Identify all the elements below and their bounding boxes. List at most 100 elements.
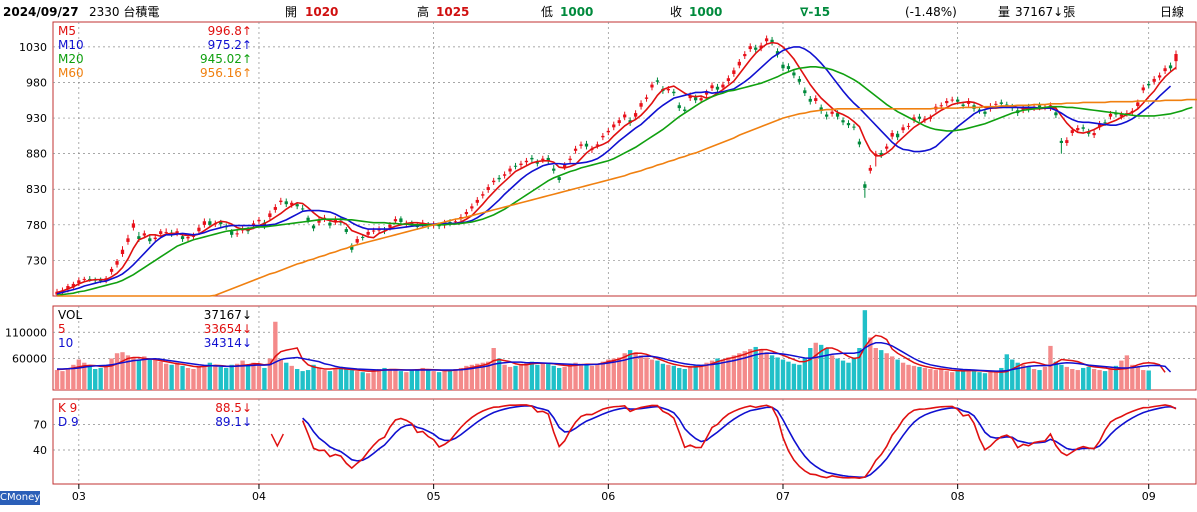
volume-bar [234,363,240,390]
volume-bar [939,369,944,390]
candle-body [633,113,638,117]
volume-bar [507,366,513,390]
candle-body [284,201,288,205]
candle-body [546,157,550,161]
candle-body [311,225,316,229]
volume-bar [840,360,846,390]
volume-bar [202,364,207,390]
candle-body [797,78,801,82]
volume-bar [120,352,125,390]
volume-bar [1091,369,1097,390]
volume-bar [879,350,884,390]
volume-bar [1081,367,1086,390]
candle-body [273,207,277,210]
volume-bar [420,367,425,390]
header-open-label: 開 [285,5,297,19]
candle-body [290,202,294,205]
candle-body [481,194,485,196]
volume-bar [808,348,813,390]
volume-bar [682,369,687,390]
x-tick-label: 08 [951,490,965,503]
volume-bar [906,364,911,390]
candle-body [732,70,736,74]
x-tick-label: 04 [252,490,266,503]
price-frame [52,21,1197,297]
x-tick-label: 05 [427,490,441,503]
candle-body [830,111,834,114]
candle-body [1081,127,1085,129]
candle-body [639,103,643,107]
candle-body [115,261,119,265]
candle-body [563,165,567,168]
candle-body [1005,104,1009,106]
candle-body [1152,78,1156,82]
candle-body [803,90,807,94]
candle-body [683,109,687,111]
candle-body [262,222,267,227]
candle-body [186,236,190,239]
volume-bar [693,364,698,390]
volume-bar [988,372,993,390]
candle-body [644,97,649,99]
candle-body [912,117,916,121]
price-tick-label: 880 [26,148,47,161]
x-tick-label: 06 [601,490,615,503]
volume-bar [720,359,726,390]
volume-bar [284,362,289,390]
volume-bar [453,369,458,390]
volume-bar [780,359,786,390]
price-legend-value: 996.8↑ [208,24,252,38]
volume-bar [600,361,606,390]
volume-bar [829,355,835,390]
candle-body [453,221,458,223]
candle-body [306,217,310,221]
ma5-line [56,41,1177,294]
volume-bar [638,355,644,390]
candle-body [180,236,185,240]
volume-bar [1119,360,1124,390]
volume-legend-name: 10 [58,336,73,350]
volume-bar [655,360,660,390]
candle-body [120,249,125,255]
candle-body [726,78,731,82]
candle-body [770,39,774,43]
volume-bar [496,358,502,390]
volume-bar [125,355,131,390]
volume-legend-name: VOL [58,308,82,322]
candle-body [464,212,469,215]
volume-bar [294,369,300,390]
volume-bar [529,361,535,390]
volume-bar [1031,369,1037,390]
candle-body [879,152,883,156]
candle-body [137,236,141,240]
candle-body [906,125,911,127]
candle-body [841,120,845,123]
volume-bar [387,369,393,390]
volume-bar [1042,366,1048,390]
ma10_volume-line [57,342,1172,373]
header-period: 日線 [1160,4,1184,19]
volume-bar [715,358,720,390]
candle-body [895,133,900,138]
volume-bar [431,371,436,390]
volume-bar [742,351,747,390]
candle-body [153,237,157,240]
volume-bar [147,359,152,390]
price-legend-value: 945.02↑ [200,52,252,66]
volume-bar [218,366,223,390]
candle-body [300,208,305,210]
volume-bar [758,349,764,390]
header-stock: 2330 台積電 [89,4,159,19]
volume-bar [1053,361,1059,390]
volume-bar [671,365,676,390]
volume-bar [311,364,316,390]
candle-body [655,80,660,82]
candle-body [1119,114,1124,117]
volume-bar [884,353,889,390]
candle-body [1157,75,1162,78]
candle-body [775,51,780,55]
candle-body [142,233,146,236]
candle-body [1054,112,1058,116]
price-tick-label: 830 [26,183,47,196]
candle-body [748,46,752,50]
